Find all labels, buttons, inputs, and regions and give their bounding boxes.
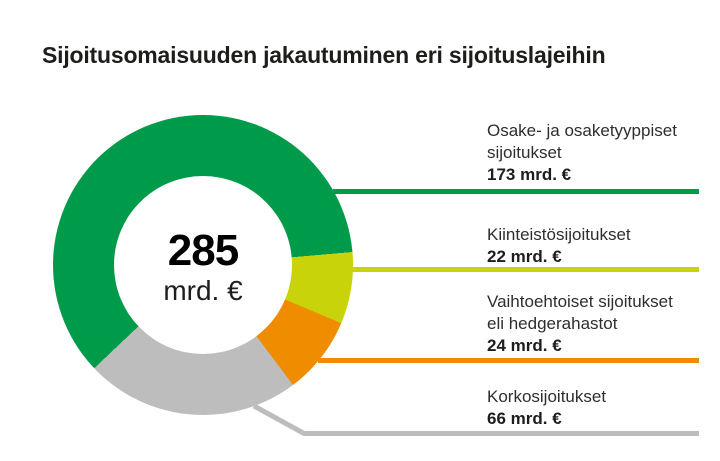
- legend-value: 173 mrd. €: [487, 165, 572, 184]
- legend-item-equity: Osake- ja osaketyyppiset sijoitukset 173…: [487, 120, 707, 186]
- legend-item-real-estate: Kiinteistösijoitukset 22 mrd. €: [487, 224, 707, 268]
- legend-label: Vaihtoehtoiset sijoitukset: [487, 292, 673, 311]
- donut-total-unit: mrd. €: [163, 275, 243, 306]
- chart-title: Sijoitusomaisuuden jakautuminen eri sijo…: [42, 42, 606, 68]
- legend-label: Korkosijoitukset: [487, 387, 607, 406]
- legend-item-hedge: Vaihtoehtoiset sijoitukset eli hedgeraha…: [487, 291, 707, 357]
- legend-item-fixed-income: Korkosijoitukset 66 mrd. €: [487, 386, 707, 430]
- legend-label: Osake- ja osaketyyppiset: [487, 121, 677, 140]
- legend-value: 66 mrd. €: [487, 409, 562, 428]
- legend-label: sijoitukset: [487, 143, 562, 162]
- donut-center: 285 mrd. €: [114, 176, 292, 354]
- donut-chart: 285 mrd. €: [53, 115, 353, 415]
- connector-line-fixed-income: [252, 403, 699, 436]
- legend-value: 22 mrd. €: [487, 247, 562, 266]
- legend-label: eli hedgerahastot: [487, 314, 618, 333]
- legend-value: 24 mrd. €: [487, 336, 562, 355]
- donut-total-value: 285: [167, 226, 239, 275]
- legend-label: Kiinteistösijoitukset: [487, 225, 631, 244]
